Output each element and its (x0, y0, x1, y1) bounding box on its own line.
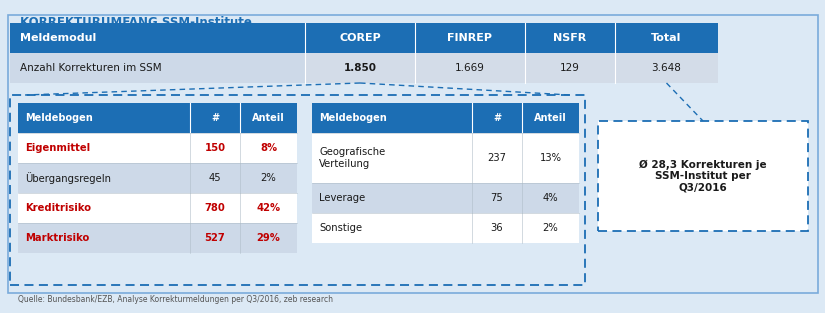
Bar (8, 15, 818, 293)
Text: Eigenmittel: Eigenmittel (25, 143, 90, 153)
Text: 13%: 13% (540, 153, 562, 163)
Bar (598, 121, 808, 231)
Bar (312, 182, 579, 213)
Text: Leverage: Leverage (319, 192, 365, 203)
Bar (615, 53, 718, 83)
Bar (312, 213, 579, 243)
Bar (18, 163, 297, 193)
Text: 129: 129 (560, 63, 580, 73)
Text: COREP: COREP (339, 33, 381, 43)
Text: 75: 75 (491, 192, 503, 203)
Text: 4%: 4% (543, 192, 559, 203)
Text: 1.669: 1.669 (455, 63, 485, 73)
Bar (415, 53, 525, 83)
Text: Meldebogen: Meldebogen (25, 113, 92, 123)
Text: Total: Total (651, 33, 681, 43)
Text: 45: 45 (209, 173, 221, 183)
Text: #: # (493, 113, 501, 123)
Text: 3.648: 3.648 (652, 63, 681, 73)
Text: Marktrisiko: Marktrisiko (25, 233, 89, 243)
Text: Kreditrisiko: Kreditrisiko (25, 203, 91, 213)
Text: 36: 36 (491, 223, 503, 233)
Text: 8%: 8% (260, 143, 277, 153)
Bar (525, 53, 615, 83)
Text: Anzahl Korrekturen im SSM: Anzahl Korrekturen im SSM (20, 63, 162, 73)
Text: Quelle: Bundesbank/EZB, Analyse Korrekturmeldungen per Q3/2016, zeb research: Quelle: Bundesbank/EZB, Analyse Korrektu… (18, 295, 333, 305)
Text: FINREP: FINREP (447, 33, 493, 43)
Text: NSFR: NSFR (554, 33, 587, 43)
Bar (10, 53, 305, 83)
Text: KORREKTURUMFANG SSM-Institute: KORREKTURUMFANG SSM-Institute (20, 17, 252, 29)
Bar (312, 133, 579, 182)
Text: Übergangsregeln: Übergangsregeln (25, 172, 111, 184)
Text: Anteil: Anteil (534, 113, 567, 123)
Bar (18, 223, 297, 253)
Bar (18, 103, 297, 133)
Text: #: # (211, 113, 219, 123)
Text: Geografische
Verteilung: Geografische Verteilung (319, 147, 385, 168)
Bar (312, 103, 579, 133)
Text: 237: 237 (488, 153, 507, 163)
Text: 780: 780 (205, 203, 225, 213)
Text: Meldebogen: Meldebogen (319, 113, 387, 123)
Text: Sonstige: Sonstige (319, 223, 362, 233)
Bar (305, 53, 415, 83)
Bar (10, 95, 585, 285)
Text: 1.850: 1.850 (343, 63, 376, 73)
Bar (10, 23, 718, 53)
Text: 2%: 2% (543, 223, 559, 233)
Text: 150: 150 (205, 143, 225, 153)
Text: Ø 28,3 Korrekturen je
SSM-Institut per
Q3/2016: Ø 28,3 Korrekturen je SSM-Institut per Q… (639, 159, 766, 193)
Text: 29%: 29% (257, 233, 280, 243)
Text: Anteil: Anteil (252, 113, 285, 123)
Bar (18, 193, 297, 223)
Text: 527: 527 (205, 233, 225, 243)
Text: 42%: 42% (257, 203, 280, 213)
Text: Meldemodul: Meldemodul (20, 33, 97, 43)
Bar (18, 133, 297, 163)
Text: 2%: 2% (261, 173, 276, 183)
